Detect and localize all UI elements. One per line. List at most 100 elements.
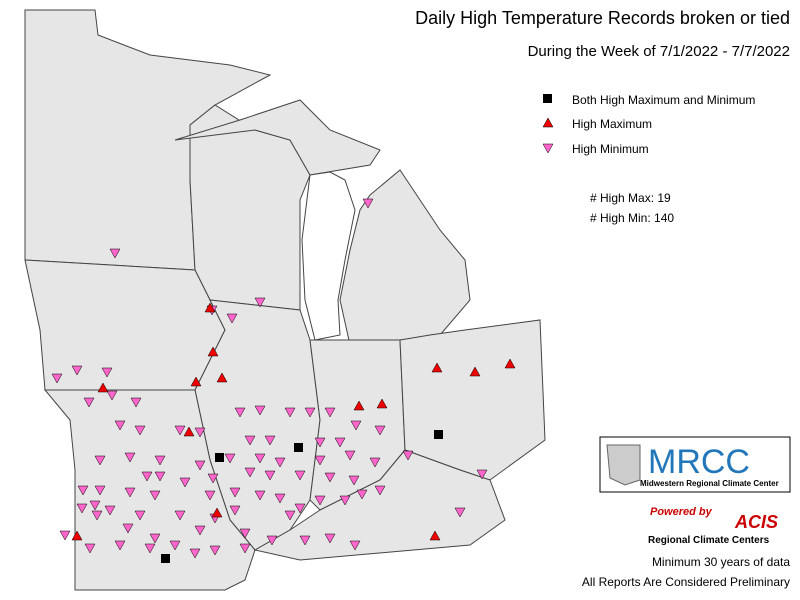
high-max-marker	[504, 358, 516, 369]
high-min-marker	[344, 450, 356, 461]
legend-square	[543, 94, 552, 103]
high-min-marker	[254, 490, 266, 501]
high-min-marker	[77, 485, 89, 496]
logo-map	[606, 444, 641, 486]
high-min-marker	[134, 510, 146, 521]
high-min-marker	[124, 487, 136, 498]
high-min-marker	[76, 503, 88, 514]
states	[24, 9, 546, 591]
upper-michigan	[174, 99, 381, 176]
high-min-marker	[254, 453, 266, 464]
high-min-marker	[189, 548, 201, 559]
high-min-marker	[402, 450, 414, 461]
high-min-marker	[244, 435, 256, 446]
high-min-marker	[254, 297, 266, 308]
legend-up-triangle	[542, 117, 554, 128]
high-min-marker	[104, 505, 116, 516]
high-min-marker	[299, 535, 311, 546]
count-text: # High Min: 140	[590, 211, 674, 225]
both-marker	[215, 453, 224, 462]
high-min-marker	[101, 367, 113, 378]
high-min-marker	[349, 540, 361, 551]
high-max-marker	[190, 376, 202, 387]
high-max-marker	[431, 362, 443, 373]
title: Daily High Temperature Records broken or…	[415, 8, 790, 28]
high-max-marker	[429, 530, 441, 541]
high-min-marker	[71, 365, 83, 376]
high-min-marker	[244, 467, 256, 478]
both-marker	[434, 430, 443, 439]
high-min-marker	[83, 397, 95, 408]
count-text: # High Max: 19	[590, 191, 671, 205]
high-min-marker	[324, 533, 336, 544]
high-min-marker	[194, 525, 206, 536]
high-min-marker	[356, 489, 368, 500]
high-min-marker	[154, 471, 166, 482]
high-min-marker	[284, 510, 296, 521]
high-min-marker	[89, 500, 101, 511]
high-min-marker	[194, 427, 206, 438]
high-min-marker	[130, 397, 142, 408]
both-marker	[161, 554, 170, 563]
high-min-marker	[314, 495, 326, 506]
high-min-marker	[324, 472, 336, 483]
high-max-marker	[469, 366, 481, 377]
legend-label: High Minimum	[572, 142, 649, 156]
high-min-marker	[324, 407, 336, 418]
logo-text: MRCC	[648, 443, 750, 481]
high-min-marker	[106, 390, 118, 401]
high-max-marker	[204, 302, 216, 313]
high-min-marker	[84, 543, 96, 554]
high-min-marker	[304, 407, 316, 418]
high-min-marker	[374, 485, 386, 496]
high-max-marker	[183, 426, 195, 437]
high-min-marker	[476, 469, 488, 480]
high-min-marker	[334, 437, 346, 448]
high-min-marker	[149, 533, 161, 544]
high-min-marker	[294, 503, 306, 514]
high-min-marker	[194, 460, 206, 471]
acis-powered: Powered by	[650, 506, 713, 518]
high-max-marker	[216, 372, 228, 383]
high-min-marker	[348, 475, 360, 486]
high-min-marker	[294, 470, 306, 481]
high-min-marker	[224, 453, 236, 464]
high-min-marker	[229, 505, 241, 516]
high-min-marker	[174, 425, 186, 436]
high-min-marker	[179, 477, 191, 488]
high-max-marker	[353, 400, 365, 411]
high-max-marker	[207, 346, 219, 357]
high-min-marker	[274, 457, 286, 468]
acis-name: ACIS	[734, 512, 778, 532]
high-min-marker	[374, 425, 386, 436]
high-min-marker	[209, 545, 221, 556]
lake-michigan	[301, 171, 356, 341]
high-min-marker	[169, 540, 181, 551]
iowa	[24, 259, 226, 391]
high-min-marker	[226, 313, 238, 324]
high-min-marker	[94, 455, 106, 466]
high-min-marker	[239, 543, 251, 554]
high-min-marker	[254, 405, 266, 416]
high-min-marker	[266, 535, 278, 546]
high-min-marker	[350, 420, 362, 431]
both-marker	[294, 443, 303, 452]
high-min-marker	[454, 507, 466, 518]
high-min-marker	[109, 248, 121, 259]
high-max-marker	[71, 530, 83, 541]
footer-note: All Reports Are Considered Preliminary	[582, 575, 790, 589]
high-min-marker	[59, 530, 71, 541]
high-min-marker	[239, 528, 251, 539]
high-min-marker	[229, 487, 241, 498]
high-min-marker	[369, 457, 381, 468]
high-min-marker	[264, 470, 276, 481]
high-min-marker	[114, 420, 126, 431]
high-max-marker	[97, 382, 109, 393]
high-min-marker	[174, 510, 186, 521]
legend-label: High Maximum	[572, 117, 652, 131]
high-min-marker	[94, 485, 106, 496]
footer-note: Minimum 30 years of data	[652, 555, 790, 569]
logo-subtext: Midwestern Regional Climate Center	[640, 479, 779, 488]
high-min-marker	[154, 455, 166, 466]
